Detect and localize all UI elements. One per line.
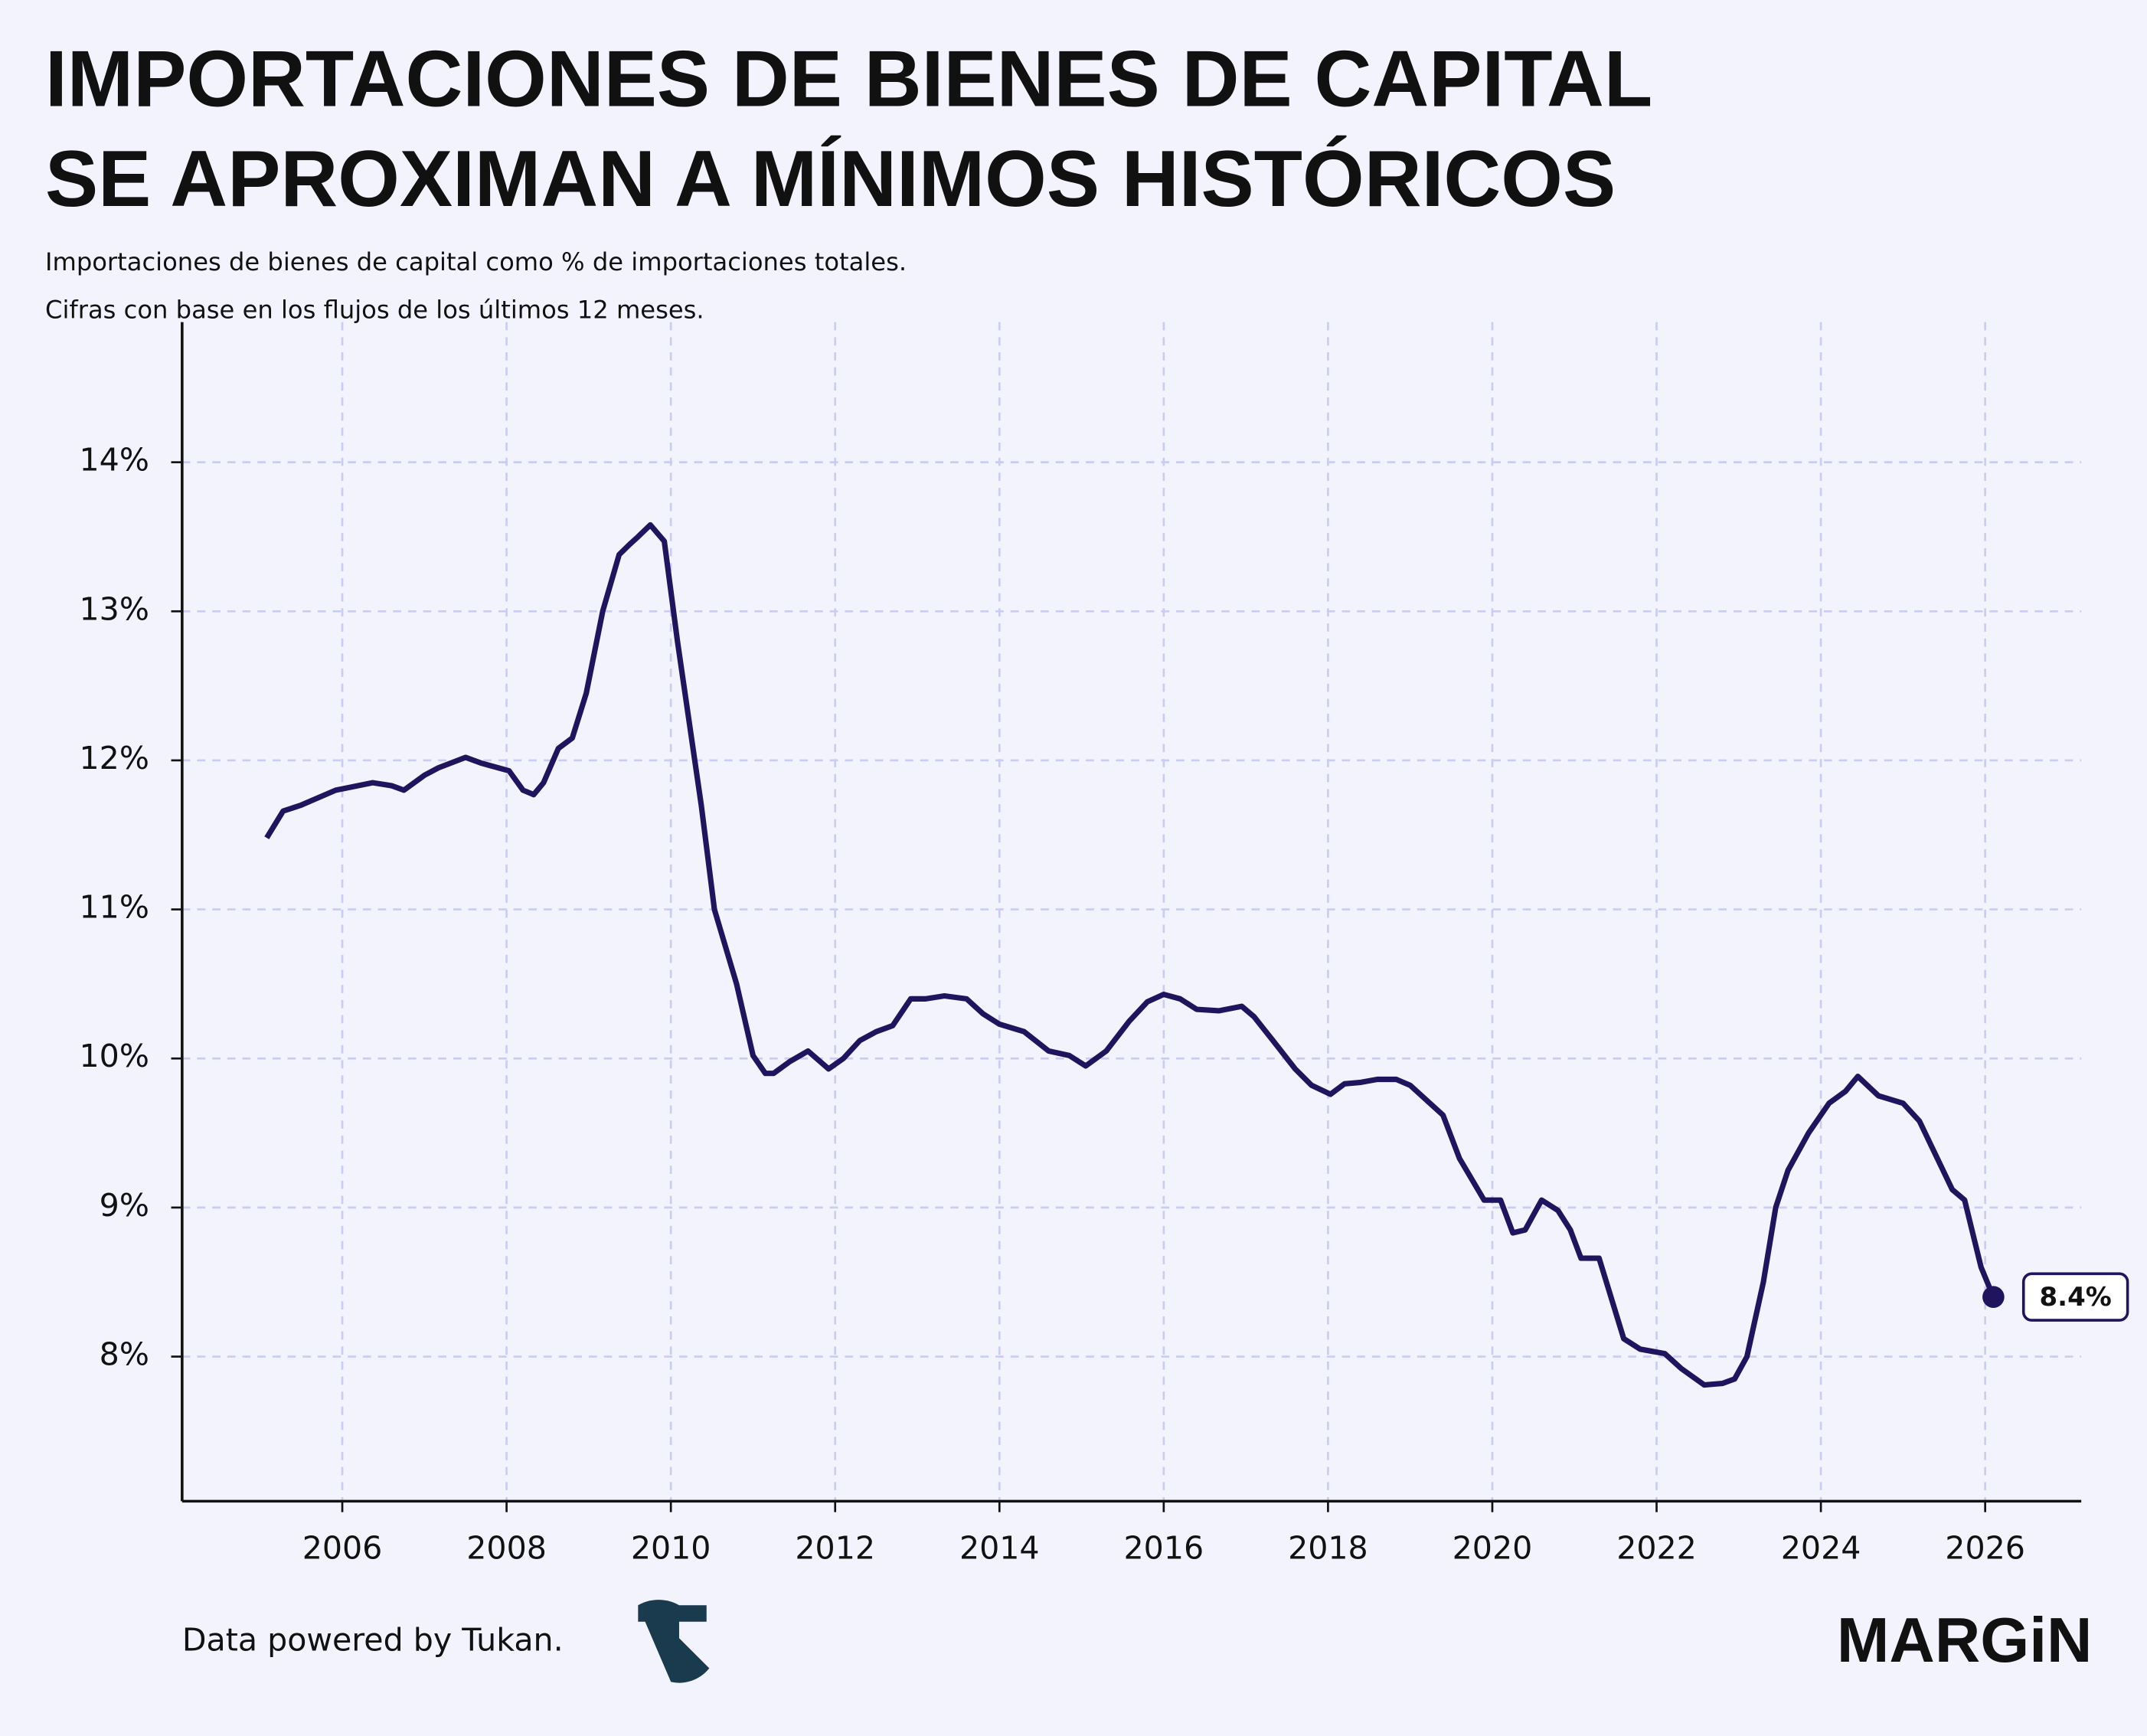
tukan-logo xyxy=(638,1600,710,1683)
x-tick-label: 2026 xyxy=(1945,1530,2025,1567)
x-tick-label: 2024 xyxy=(1781,1530,1861,1567)
end-label: 8.4% xyxy=(2040,1282,2112,1313)
x-tick-label: 2020 xyxy=(1453,1530,1533,1567)
brand-logo: MARGiN xyxy=(1837,1606,2093,1676)
end-label-box xyxy=(2021,1272,2129,1322)
y-tick-label: 12% xyxy=(79,740,149,776)
data-line xyxy=(264,521,1996,1388)
x-tick-label: 2010 xyxy=(631,1530,711,1567)
x-tick-label: 2006 xyxy=(302,1530,383,1567)
x-tick-label: 2008 xyxy=(466,1530,547,1567)
x-tick-label: 2014 xyxy=(959,1530,1040,1567)
y-tick-label: 9% xyxy=(100,1187,149,1224)
subtitle: Importaciones de bienes de capital como … xyxy=(45,247,907,276)
subtitle: Cifras con base en los flujos de los últ… xyxy=(45,295,704,324)
x-tick-label: 2022 xyxy=(1616,1530,1697,1567)
y-tick-label: 13% xyxy=(79,590,149,627)
source: Data powered by Tukan. xyxy=(182,1622,564,1659)
y-tick-label: 8% xyxy=(100,1336,149,1373)
x-tick-label: 2018 xyxy=(1288,1530,1368,1567)
chart-title: SE APROXIMAN A MÍNIMOS HISTÓRICOS xyxy=(45,134,1616,223)
y-tick-label: 11% xyxy=(79,889,149,926)
end-point xyxy=(1982,1286,2005,1308)
chart-title: IMPORTACIONES DE BIENES DE CAPITAL xyxy=(45,34,1652,123)
x-tick-label: 2016 xyxy=(1124,1530,1204,1567)
y-tick-label: 14% xyxy=(79,442,149,479)
y-tick-label: 10% xyxy=(79,1038,149,1074)
x-tick-label: 2012 xyxy=(795,1530,875,1567)
